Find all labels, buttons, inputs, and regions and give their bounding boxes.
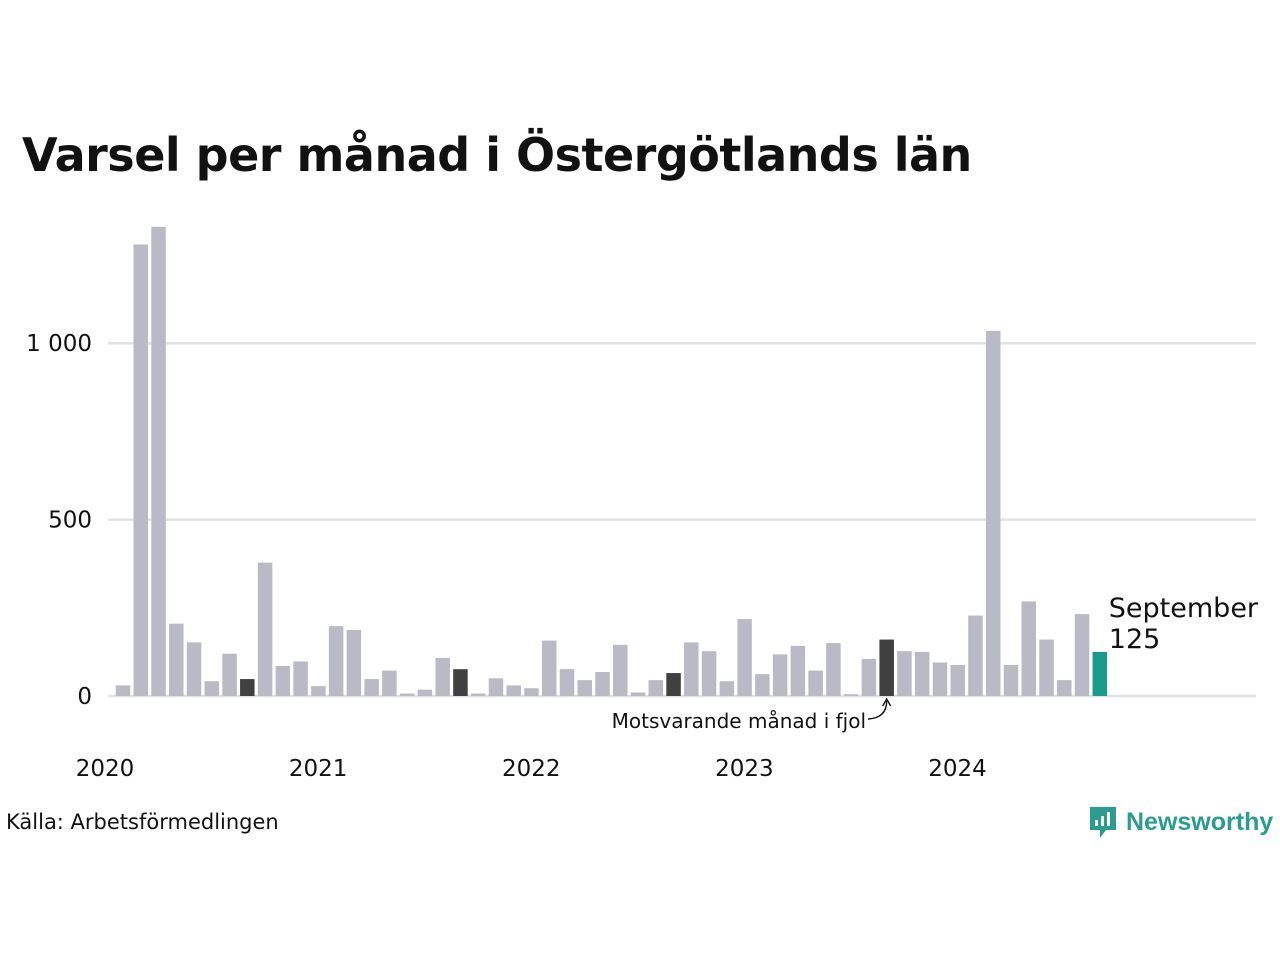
bar: [843, 694, 859, 696]
bar: [1057, 680, 1072, 696]
bar: [488, 678, 504, 696]
highlight-month-label: September: [1109, 593, 1259, 624]
bar: [453, 669, 468, 696]
bar: [1021, 601, 1037, 696]
bar: [1003, 664, 1019, 696]
annotation-label: Motsvarande månad i fjol: [612, 709, 866, 733]
bar: [311, 686, 326, 696]
y-tick-label: 500: [48, 508, 92, 534]
bar: [364, 679, 379, 696]
bar: [577, 680, 593, 696]
bar: [826, 643, 841, 696]
highlight-value-label: 125: [1109, 624, 1161, 655]
bar: [613, 644, 628, 696]
bar: [861, 658, 877, 696]
x-axis-tick-labels: 2020 2021 2022 2023 2024: [76, 756, 987, 782]
annotation-arrowhead: [882, 697, 892, 707]
bar: [932, 662, 948, 696]
bar: [595, 672, 610, 696]
bar-chart: 0 500 1 000 2020 2021 2022 2023 2024 September…: [26, 226, 1259, 782]
bar: [399, 693, 415, 696]
bar: [559, 669, 575, 696]
bar: [968, 615, 983, 696]
x-tick-label: 2022: [502, 756, 561, 782]
bar: [275, 666, 291, 696]
y-tick-label: 0: [77, 684, 92, 710]
bar: [240, 679, 255, 696]
bar: [506, 685, 521, 696]
bar: [648, 680, 664, 696]
bar: [524, 688, 539, 696]
bar: [169, 623, 184, 696]
bar: [985, 330, 1001, 696]
bar: [151, 226, 166, 696]
bar: [737, 619, 752, 696]
y-axis-tick-labels: 0 500 1 000: [26, 331, 92, 710]
bar: [257, 562, 273, 696]
bar: [630, 692, 646, 696]
bar: [719, 681, 735, 696]
bar: [808, 670, 823, 696]
bar: [790, 645, 806, 696]
bar: [133, 244, 149, 696]
bar: [914, 651, 930, 696]
x-tick-label: 2020: [76, 756, 135, 782]
annotation-arrow: [867, 700, 888, 720]
bar: [382, 670, 397, 696]
source-note: Källa: Arbetsförmedlingen: [6, 810, 279, 834]
newsworthy-logo-icon: [1090, 807, 1116, 838]
bar-series: [115, 226, 1108, 696]
chart-title: Varsel per månad i Östergötlands län: [22, 128, 972, 182]
bar: [701, 651, 717, 696]
bar: [115, 685, 131, 696]
x-tick-label: 2023: [715, 756, 774, 782]
bar: [186, 642, 202, 696]
bar: [417, 689, 433, 696]
bar: [1074, 614, 1090, 696]
x-tick-label: 2024: [928, 756, 987, 782]
bar: [1039, 639, 1054, 696]
y-tick-label: 1 000: [26, 331, 92, 357]
bar: [666, 673, 681, 696]
bar: [772, 654, 788, 696]
bar: [755, 674, 770, 696]
bar: [204, 681, 220, 696]
bar: [950, 664, 965, 696]
bar: [879, 639, 894, 696]
newsworthy-logo[interactable]: Newsworthy: [1088, 804, 1273, 840]
bar: [684, 642, 699, 696]
bar: [222, 653, 237, 696]
bar: [293, 661, 308, 696]
bar: [470, 693, 486, 696]
bar: [328, 626, 344, 696]
bar: [897, 651, 912, 696]
bar: [541, 640, 557, 696]
x-tick-label: 2021: [289, 756, 348, 782]
bar: [435, 657, 450, 696]
bar: [1092, 651, 1108, 696]
bar: [346, 630, 362, 696]
brand-name: Newsworthy: [1126, 807, 1274, 836]
